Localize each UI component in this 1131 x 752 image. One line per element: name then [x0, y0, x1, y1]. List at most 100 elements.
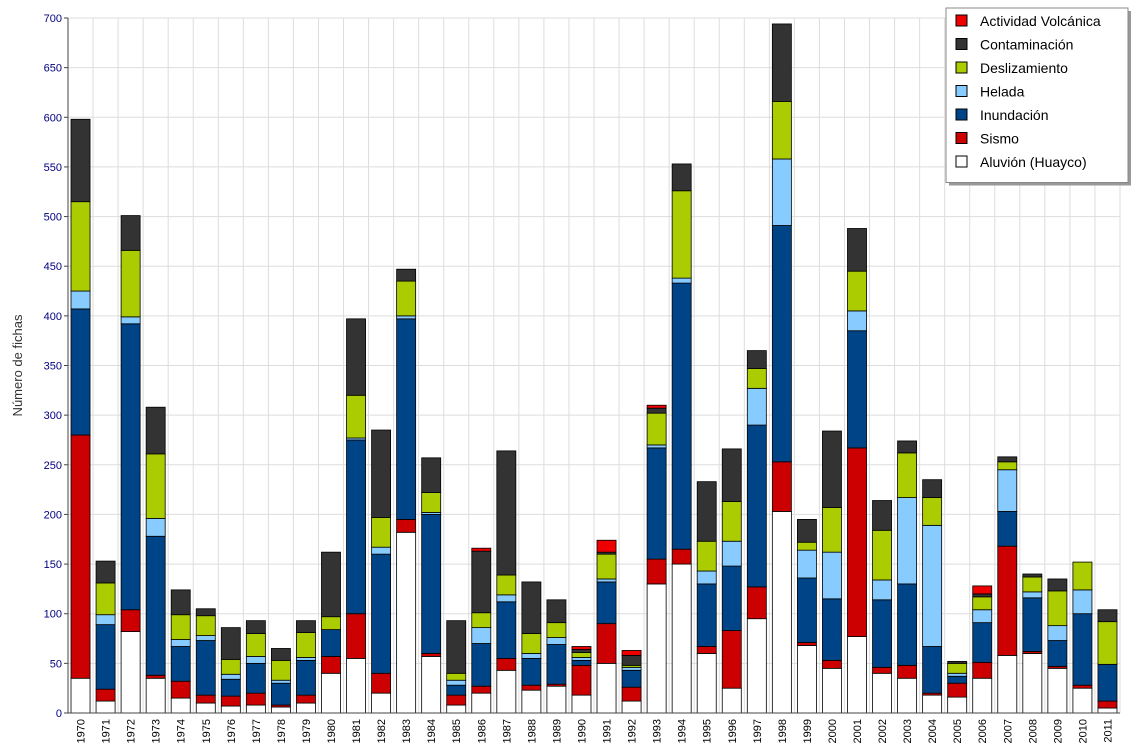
bar-segment — [120, 609, 141, 632]
y-axis-ticks: 0 50 100 150 200 250 300 350 400 450 500 550 600 650 7… — [44, 13, 68, 720]
bar-segment — [521, 657, 542, 686]
bar-segment — [822, 507, 842, 553]
bar-segment — [1022, 573, 1043, 578]
bar-segment — [646, 407, 667, 414]
bar-segment — [696, 646, 717, 654]
x-tick-label: 1998 — [777, 719, 789, 743]
bar-segment — [170, 646, 191, 682]
bar-segment — [145, 406, 166, 455]
x-tick-label: 1971 — [101, 719, 113, 743]
bar-segment — [496, 574, 517, 596]
bar-segment — [1097, 663, 1118, 702]
bar-segment — [571, 646, 592, 650]
y-axis-label: Número de fichas — [10, 314, 25, 416]
bar-segment — [471, 692, 492, 714]
bar-segment — [1047, 640, 1068, 667]
bar-segment — [296, 632, 316, 658]
legend-swatch — [955, 132, 968, 144]
bar-segment — [1072, 613, 1093, 686]
bar-segment — [696, 570, 717, 585]
bar-segment — [195, 608, 216, 617]
bar-segment — [671, 563, 692, 714]
bars — [70, 23, 1118, 714]
bar-segment — [471, 643, 492, 687]
x-tick-label: 2011 — [1102, 719, 1114, 743]
x-tick-label: 1978 — [276, 719, 288, 743]
bar-segment — [321, 551, 341, 618]
bar-segment — [922, 497, 943, 526]
bar-segment — [596, 578, 617, 583]
bar-segment — [170, 697, 191, 714]
bar-segment — [220, 705, 241, 714]
bar-segment — [872, 666, 892, 674]
bar-segment — [872, 500, 892, 531]
bar-segment — [396, 531, 417, 714]
x-tick-label: 1986 — [476, 719, 488, 743]
bar-segment — [671, 163, 692, 192]
bar-segment — [972, 609, 993, 624]
bar-segment — [997, 461, 1018, 471]
x-tick-label: 1982 — [376, 719, 388, 743]
bar-segment — [847, 228, 867, 272]
bar-segment — [371, 672, 392, 694]
bar-segment — [571, 659, 592, 666]
bar-segment — [95, 614, 116, 626]
x-tick-label: 2002 — [877, 719, 889, 743]
bar-segment — [245, 692, 266, 706]
bar-segment — [296, 702, 316, 714]
bar-segment — [396, 268, 417, 282]
bar-segment — [847, 330, 867, 449]
bar-segment — [170, 589, 191, 616]
bar-segment — [446, 672, 467, 681]
x-tick-label: 1981 — [351, 719, 363, 743]
bar-segment — [947, 662, 968, 674]
bar-segment — [1097, 621, 1118, 665]
legend-entry: Deslizamiento — [980, 60, 1068, 76]
bar-segment — [145, 518, 166, 537]
bar-segment — [371, 429, 392, 518]
bar-segment — [646, 412, 667, 446]
bar-segment — [195, 640, 216, 696]
legend-entry: Aluvión (Huayco) — [980, 154, 1087, 170]
bar-segment — [796, 541, 817, 551]
bar-segment — [421, 653, 442, 657]
bar-segment — [245, 656, 266, 664]
bar-segment — [446, 694, 467, 706]
x-tick-label: 2006 — [977, 719, 989, 743]
bar-segment — [245, 662, 266, 694]
bar-segment — [1022, 597, 1043, 652]
bar-segment — [771, 511, 792, 714]
bar-segment — [746, 387, 767, 426]
bar-segment — [145, 535, 166, 676]
bar-segment — [796, 518, 817, 543]
y-tick-label: 600 — [44, 112, 62, 124]
bar-segment — [771, 461, 792, 512]
bar-segment — [596, 662, 617, 714]
bar-segment — [646, 444, 667, 449]
y-tick-label: 50 — [50, 658, 62, 670]
bar-segment — [396, 280, 417, 317]
bar-segment — [746, 350, 767, 369]
bar-segment — [721, 540, 742, 567]
bar-segment — [997, 511, 1018, 547]
bar-segment — [1097, 707, 1118, 714]
bar-segment — [120, 323, 141, 611]
bar-segment — [245, 633, 266, 657]
bar-segment — [145, 677, 166, 714]
legend-entry: Actividad Volcánica — [980, 13, 1101, 29]
bar-segment — [120, 631, 141, 714]
x-tick-label: 2007 — [1002, 719, 1014, 743]
bar-segment — [471, 612, 492, 629]
x-tick-label: 1990 — [576, 719, 588, 743]
bar-segment — [120, 316, 141, 325]
bar-segment — [471, 685, 492, 694]
y-tick-label: 650 — [44, 63, 62, 75]
bar-segment — [70, 118, 91, 203]
bar-segment — [872, 579, 892, 601]
bar-segment — [897, 440, 918, 454]
bar-segment — [145, 453, 166, 519]
bar-segment — [822, 659, 842, 669]
bar-segment — [721, 630, 742, 689]
legend: Actividad Volcánica Contaminación Deslizam… — [945, 7, 1131, 186]
bar-segment — [471, 627, 492, 644]
